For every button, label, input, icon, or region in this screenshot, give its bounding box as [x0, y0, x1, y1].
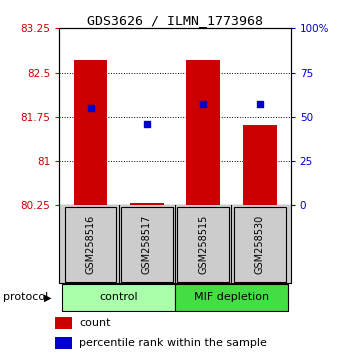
Point [257, 102, 262, 107]
Bar [177, 207, 229, 282]
Point [201, 102, 206, 107]
Bar [121, 207, 173, 282]
Text: count: count [79, 318, 111, 329]
Title: GDS3626 / ILMN_1773968: GDS3626 / ILMN_1773968 [87, 14, 263, 27]
Bar [55, 337, 72, 349]
Text: GSM258517: GSM258517 [142, 215, 152, 274]
Bar [175, 284, 288, 311]
Point [144, 121, 150, 127]
Text: GSM258530: GSM258530 [255, 215, 265, 274]
Bar [62, 284, 175, 311]
Bar [243, 125, 277, 205]
Text: control: control [99, 292, 138, 302]
Text: protocol: protocol [3, 292, 49, 302]
Text: MIF depletion: MIF depletion [194, 292, 269, 302]
Bar [73, 59, 107, 205]
Text: GSM258515: GSM258515 [198, 215, 208, 274]
Bar [65, 207, 117, 282]
Text: ▶: ▶ [44, 292, 51, 302]
Bar [130, 202, 164, 205]
Point [88, 105, 93, 111]
Bar [186, 59, 220, 205]
Bar [55, 318, 72, 329]
Text: GSM258516: GSM258516 [86, 215, 96, 274]
Bar [234, 207, 286, 282]
Text: percentile rank within the sample: percentile rank within the sample [79, 338, 267, 348]
